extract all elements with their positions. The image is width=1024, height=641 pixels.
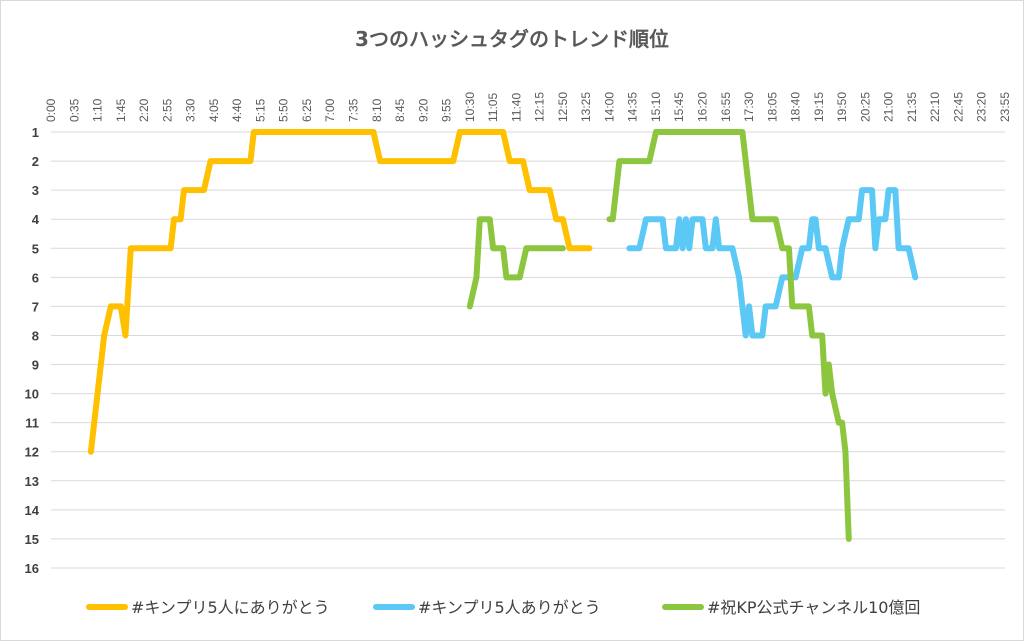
- y-tick-label: 11: [25, 416, 39, 431]
- x-tick-label: 16:55: [719, 92, 733, 122]
- legend-label: #祝KP公式チャンネル10億回: [707, 598, 920, 617]
- x-tick-label: 0:00: [44, 98, 58, 122]
- legend: #キンプリ5人にありがとう #キンプリ5人ありがとう #祝KP公式チャンネル10億回: [86, 598, 920, 617]
- x-tick-label: 9:20: [416, 98, 430, 122]
- y-tick-label: 4: [32, 212, 40, 227]
- x-tick-label: 7:35: [346, 98, 360, 122]
- x-tick-label: 18:05: [765, 92, 779, 122]
- x-tick-label: 9:55: [440, 98, 454, 122]
- series-line-3: [466, 216, 566, 310]
- y-tick-label: 3: [32, 183, 39, 198]
- x-tick-label: 2:20: [137, 98, 151, 122]
- x-tick-label: 2:55: [160, 98, 174, 122]
- x-tick-label: 13:25: [579, 92, 593, 122]
- x-tick-label: 15:45: [672, 92, 686, 122]
- x-tick-label: 16:20: [696, 92, 710, 122]
- y-tick-label: 16: [25, 561, 39, 576]
- x-tick-label: 20:25: [858, 92, 872, 122]
- x-tick-label: 23:55: [998, 92, 1012, 122]
- y-tick-label: 9: [32, 358, 39, 373]
- x-tick-label: 1:45: [114, 98, 128, 122]
- x-tick-label: 17:30: [742, 92, 756, 122]
- x-tick-label: 15:10: [649, 92, 663, 122]
- x-tick-label: 4:05: [207, 98, 221, 122]
- y-tick-label: 6: [32, 270, 39, 285]
- x-tick-label: 10:30: [463, 92, 477, 122]
- x-tick-label: 21:35: [905, 92, 919, 122]
- x-tick-label: 18:40: [789, 92, 803, 122]
- x-tick-label: 12:15: [533, 92, 547, 122]
- series-line-1: [87, 129, 593, 455]
- x-tick-label: 23:20: [975, 92, 989, 122]
- x-tick-label: 3:30: [184, 98, 198, 122]
- series-line-3: [606, 129, 852, 542]
- series-lines: [87, 129, 919, 542]
- x-tick-label: 19:15: [812, 92, 826, 122]
- y-tick-label: 14: [25, 503, 40, 518]
- x-tick-label: 8:45: [393, 98, 407, 122]
- x-tick-label: 22:10: [928, 92, 942, 122]
- x-tick-label: 7:00: [323, 98, 337, 122]
- y-tick-label: 7: [32, 299, 39, 314]
- x-tick-label: 22:45: [951, 92, 965, 122]
- y-tick-label: 13: [25, 474, 39, 489]
- y-tick-label: 2: [32, 154, 39, 169]
- x-tick-label: 14:35: [626, 92, 640, 122]
- x-tick-label: 19:50: [835, 92, 849, 122]
- legend-label: #キンプリ5人ありがとう: [418, 598, 601, 617]
- x-tick-label: 21:00: [882, 92, 896, 122]
- series-line-2: [626, 187, 919, 339]
- legend-label: #キンプリ5人にありがとう: [131, 598, 330, 617]
- y-tick-label: 12: [25, 445, 39, 460]
- y-tick-label: 5: [32, 241, 39, 256]
- x-tick-label: 5:50: [277, 98, 291, 122]
- chart-title: 3つのハッシュタグのトレンド順位: [355, 27, 669, 51]
- x-tick-label: 0:35: [67, 98, 81, 122]
- x-tick-label: 12:50: [556, 92, 570, 122]
- x-tick-label: 8:10: [370, 98, 384, 122]
- x-tick-label: 1:10: [91, 98, 105, 122]
- y-tick-label: 8: [32, 328, 39, 343]
- x-tick-label: 11:40: [509, 93, 523, 122]
- y-tick-label: 1: [32, 125, 39, 140]
- x-axis-ticks: 0:00 0:35 1:10 1:45 2:20 2:55 3:30 4:05 4:40 5:15…: [44, 92, 1012, 122]
- x-tick-label: 5:15: [253, 98, 267, 122]
- x-tick-label: 4:40: [230, 98, 244, 122]
- x-tick-label: 6:25: [300, 98, 314, 122]
- y-tick-label: 10: [25, 387, 39, 402]
- y-tick-label: 15: [25, 532, 39, 547]
- x-tick-label: 14:00: [602, 92, 616, 122]
- x-tick-label: 11:05: [486, 93, 500, 122]
